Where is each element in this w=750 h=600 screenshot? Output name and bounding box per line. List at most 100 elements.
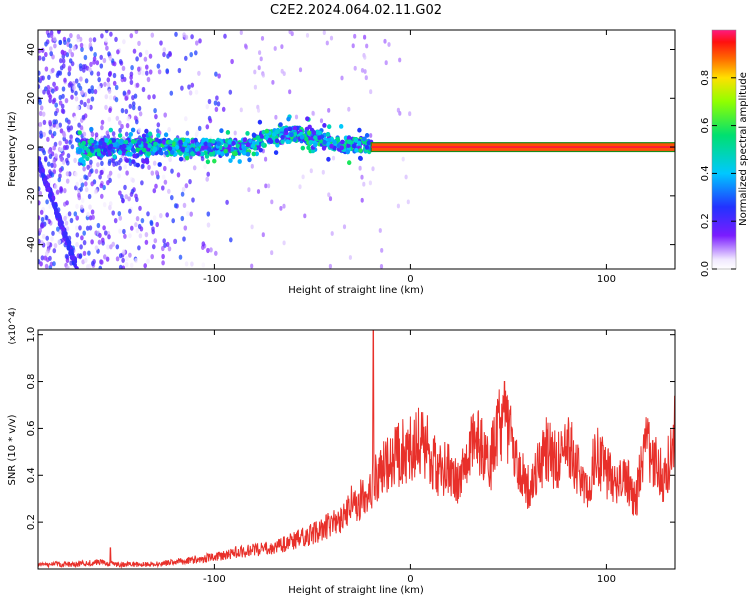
heatmap-cell <box>104 37 108 43</box>
heatmap-cell <box>161 174 166 180</box>
heatmap-cell <box>292 131 298 137</box>
heatmap-cell <box>66 265 70 269</box>
y-tick-label: 0.6 <box>26 420 37 436</box>
heatmap-cell <box>371 166 375 172</box>
heatmap-cell <box>67 65 72 71</box>
snr-line <box>38 330 675 569</box>
heatmap-cell <box>98 232 102 238</box>
heatmap-cell <box>44 86 48 92</box>
heatmap-cell <box>94 132 99 138</box>
heatmap-cell <box>245 131 250 136</box>
heatmap-cell <box>68 43 73 49</box>
heatmap-cell <box>215 95 219 101</box>
heatmap-cell <box>123 164 127 170</box>
heatmap-cell <box>261 232 265 238</box>
heatmap-cell <box>182 236 186 242</box>
heatmap-cell <box>38 160 42 166</box>
heatmap-cell <box>101 237 105 243</box>
heatmap-cell <box>83 174 87 180</box>
snr-x-ticks: -100 0 100 <box>203 330 616 585</box>
heatmap-cell <box>108 95 113 101</box>
heatmap-cell <box>141 163 145 169</box>
heatmap-cell <box>89 46 94 52</box>
heatmap-cell <box>42 177 47 183</box>
heatmap-cell <box>123 139 129 145</box>
heatmap-cell <box>358 148 363 153</box>
heatmap-cell <box>128 208 132 214</box>
heatmap-cell <box>138 205 142 211</box>
heatmap-cell <box>107 51 111 57</box>
heatmap-cell <box>178 254 183 260</box>
heatmap-cell <box>173 238 177 244</box>
heatmap-cell <box>142 147 147 153</box>
heatmap-cell <box>42 233 46 240</box>
heatmap-cell <box>219 128 224 134</box>
heatmap-cell <box>66 160 70 166</box>
heatmap-cell <box>368 180 372 186</box>
heatmap-cell <box>106 244 110 250</box>
heatmap-cell <box>153 238 158 244</box>
heatmap-cell <box>118 228 122 234</box>
heatmap-cell <box>356 140 362 146</box>
heatmap-cell <box>273 150 279 156</box>
heatmap-cell <box>207 142 212 148</box>
heatmap-cell <box>168 139 173 145</box>
heatmap-cell <box>100 160 104 166</box>
heatmap-cell <box>139 226 144 232</box>
heatmap-cell <box>161 245 165 252</box>
heatmap-cell <box>38 110 43 117</box>
heatmap-cell <box>239 30 243 35</box>
heatmap-cell <box>38 55 42 61</box>
heatmap-cell <box>351 43 355 49</box>
heatmap-cell <box>65 144 69 150</box>
heatmap-cell <box>65 171 70 177</box>
heatmap-cell <box>72 85 76 91</box>
heatmap-cell <box>51 67 55 73</box>
heatmap-cell <box>159 40 163 46</box>
heatmap-cell <box>63 77 67 83</box>
heatmap-cell <box>327 108 331 113</box>
heatmap-cell <box>190 34 194 40</box>
heatmap-cell <box>39 261 43 267</box>
heatmap-cell <box>332 139 337 145</box>
heatmap-cell <box>93 189 98 195</box>
heatmap-cell <box>322 30 326 35</box>
heatmap-cell <box>299 134 305 140</box>
heatmap-cell <box>285 139 290 145</box>
heatmap-cell <box>163 179 168 185</box>
heatmap-cell <box>102 141 107 147</box>
heatmap-cell <box>178 156 184 162</box>
heatmap-cell <box>146 211 150 217</box>
heatmap-cell <box>107 116 112 122</box>
heatmap-cell <box>95 60 100 66</box>
heatmap-cell <box>328 196 333 202</box>
heatmap-cell <box>147 131 153 137</box>
y-tick-label: 20 <box>26 92 37 105</box>
heatmap-cell <box>163 165 167 172</box>
heatmap-cell <box>132 153 137 159</box>
heatmap-cell <box>194 147 200 153</box>
heatmap-cell <box>85 65 90 71</box>
heatmap-cell <box>258 50 262 55</box>
heatmap-cell <box>253 69 257 75</box>
heatmap-cell <box>74 171 78 177</box>
heatmap-cell <box>360 68 365 73</box>
heatmap-cell <box>140 180 144 186</box>
heatmap-cell <box>157 69 162 75</box>
heatmap-cell <box>86 164 90 170</box>
heatmap-cell <box>200 145 206 151</box>
heatmap-cell <box>104 104 108 110</box>
heatmap-cell <box>65 178 70 184</box>
heatmap-cell <box>61 86 66 92</box>
heatmap-cell <box>124 262 129 268</box>
heatmap-cell <box>137 140 142 145</box>
x-tick-label: -100 <box>203 274 226 285</box>
heatmap-cell <box>131 101 136 107</box>
heatmap-cell <box>47 161 51 167</box>
heatmap-cell <box>75 266 79 269</box>
heatmap-cell <box>162 238 166 244</box>
heatmap-cell <box>48 203 52 209</box>
heatmap-cell <box>207 147 212 152</box>
heatmap-cell <box>247 187 251 193</box>
heatmap-cell <box>47 32 51 38</box>
